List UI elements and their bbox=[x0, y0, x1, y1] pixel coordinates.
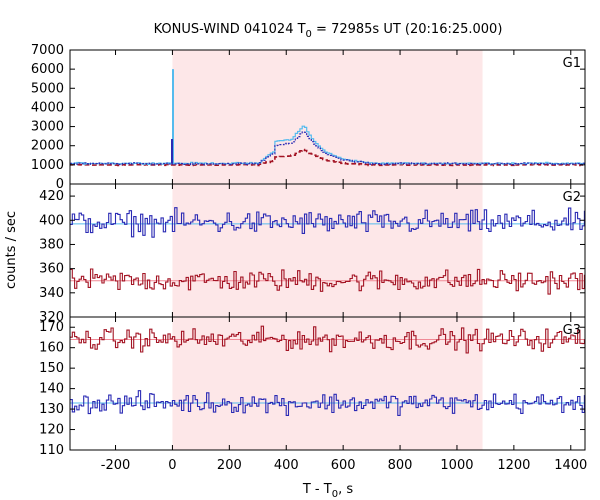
panel-2-label: G2 bbox=[563, 190, 581, 205]
y-axis-label: counts / sec bbox=[4, 211, 19, 289]
g2-red-series bbox=[70, 268, 585, 295]
panel-2-shaded-interval bbox=[172, 184, 483, 317]
panel-1-y-tick-label: 2000 bbox=[31, 139, 64, 154]
panel-3-frame bbox=[69, 316, 586, 451]
panel-2-y-tick-label: 340 bbox=[39, 286, 64, 301]
panel-3-y-tick-label: 140 bbox=[39, 382, 64, 397]
x-tick-label: 800 bbox=[388, 458, 413, 473]
x-tick-label: 0 bbox=[168, 458, 176, 473]
x-tick-label: 1200 bbox=[497, 458, 530, 473]
panel-1-y-tick-label: 5000 bbox=[31, 81, 64, 96]
panel-1-shaded-interval bbox=[172, 50, 483, 184]
panel-3-y-tick-label: 170 bbox=[39, 320, 64, 335]
g1-blue-series bbox=[70, 131, 585, 166]
panel-3-y-tick-label: 110 bbox=[39, 443, 64, 458]
x-axis-label: T - T0, s bbox=[302, 482, 353, 500]
panel-3-y-tick-label: 130 bbox=[39, 402, 64, 417]
panel-1-label: G1 bbox=[563, 56, 581, 71]
x-tick-label: -200 bbox=[101, 458, 131, 473]
series-layer bbox=[70, 69, 586, 416]
panel-1-y-tick-label: 7000 bbox=[31, 43, 64, 58]
x-tick-label: 200 bbox=[217, 458, 242, 473]
g3-blue-series bbox=[70, 390, 585, 416]
x-tick-label: 600 bbox=[331, 458, 356, 473]
panel-3-label: G3 bbox=[563, 323, 581, 338]
panel-2-y-tick-label: 400 bbox=[39, 213, 64, 228]
x-tick-label: 400 bbox=[274, 458, 299, 473]
panel-1-y-tick-label: 6000 bbox=[31, 62, 64, 77]
axes-layer bbox=[69, 49, 586, 451]
chart-title: KONUS-WIND 041024 T0 = 72985s UT (20:16:… bbox=[154, 22, 503, 40]
panel-1-y-tick-label: 0 bbox=[56, 177, 64, 192]
panel-1-y-tick-label: 4000 bbox=[31, 100, 64, 115]
x-tick-label: 1000 bbox=[440, 458, 473, 473]
panel-2-y-tick-label: 360 bbox=[39, 262, 64, 277]
shaded-interval-layer bbox=[172, 50, 483, 450]
g2-blue-series bbox=[70, 207, 585, 238]
x-tick-label: 1400 bbox=[554, 458, 587, 473]
panel-3-y-tick-label: 150 bbox=[39, 361, 64, 376]
labels-layer: 01000200030004000500060007000G1320340360… bbox=[31, 43, 587, 473]
panel-3-y-tick-label: 160 bbox=[39, 341, 64, 356]
panel-2-y-tick-label: 420 bbox=[39, 189, 64, 204]
panel-1-y-tick-label: 3000 bbox=[31, 120, 64, 135]
panel-2-y-tick-label: 320 bbox=[39, 310, 64, 325]
panel-3-y-tick-label: 120 bbox=[39, 423, 64, 438]
g3-red-series bbox=[70, 325, 585, 354]
panel-1-y-tick-label: 1000 bbox=[31, 158, 64, 173]
panel-2-y-tick-label: 380 bbox=[39, 237, 64, 252]
